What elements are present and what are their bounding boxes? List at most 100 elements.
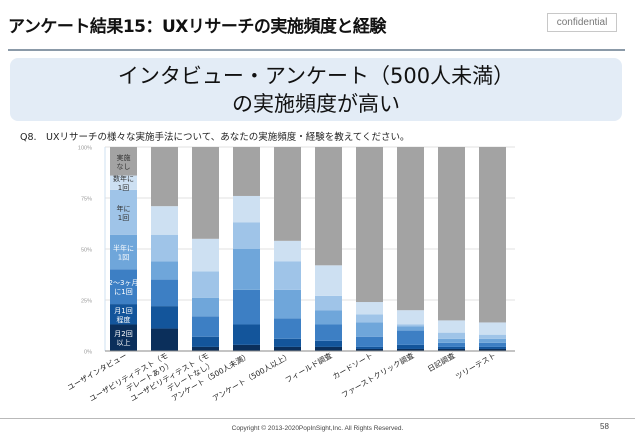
y-tick-label: 50% <box>81 248 92 254</box>
bar-segment <box>274 289 301 319</box>
legend-label: 程度 <box>117 315 131 324</box>
x-tick-label-line: アンケート（500人以上） <box>211 351 293 403</box>
bar-segment <box>151 328 178 351</box>
bar-segment <box>397 348 424 351</box>
bar-segment <box>438 342 465 347</box>
bar-segment <box>397 324 424 327</box>
bar-segment <box>274 346 301 351</box>
y-tick-label: 0% <box>84 350 92 356</box>
x-tick-label: フィールド調査 <box>283 350 334 385</box>
bars <box>110 147 506 351</box>
bar-segment <box>274 338 301 347</box>
confidential-badge: confidential <box>547 13 617 32</box>
bar-segment <box>233 195 260 223</box>
survey-question: Q8. UXリサーチの様々な実施手法について、あなたの実施頻度・経験を教えてくだ… <box>20 132 410 143</box>
legend-label: 1回 <box>118 214 129 222</box>
bar-segment <box>479 334 506 339</box>
x-tick-label: 日記調査 <box>426 350 457 374</box>
x-tick-label: ツリーテスト <box>454 351 497 381</box>
legend-label: 1回 <box>118 184 129 192</box>
bar-segment <box>438 320 465 333</box>
x-axis-labels: ユーザインタビューユーザビリティテスト（モデレートあり）ユーザビリティテスト（モ… <box>66 350 498 404</box>
bar-segment <box>110 324 137 351</box>
y-tick-label: 100% <box>78 146 92 152</box>
bar-segment <box>438 346 465 349</box>
bar-segment <box>274 147 301 241</box>
y-tick-label: 75% <box>81 197 92 203</box>
bar-segment <box>356 302 383 315</box>
bar-segment <box>315 295 342 311</box>
bar-segment <box>110 234 137 270</box>
bar-segment <box>192 238 219 272</box>
bar-segment <box>233 222 260 249</box>
bar-segment <box>315 324 342 341</box>
bar-segment <box>151 261 178 280</box>
legend-label: 実施 <box>117 153 131 162</box>
bar-segment <box>315 310 342 325</box>
legend-label: 2〜3ヶ月 <box>109 279 139 287</box>
bar-segment <box>233 324 260 345</box>
bar-segment <box>438 338 465 343</box>
bar-segment <box>479 346 506 349</box>
banner-line-2: の実施頻度が高い <box>232 92 400 116</box>
bar-segment <box>479 342 506 347</box>
legend-label: 月1回 <box>114 307 132 315</box>
bar-segment <box>479 338 506 343</box>
x-tick-label-line: ファーストクリック調査 <box>339 350 416 400</box>
y-tick-label: 25% <box>81 299 92 305</box>
y-axis-ticks: 0% 25% 50% 75% 100% <box>78 146 92 356</box>
x-tick-label-line: フィールド調査 <box>283 350 334 385</box>
bar-segment <box>356 147 383 303</box>
bar-segment <box>274 261 301 290</box>
x-tick-label-line: ツリーテスト <box>454 351 497 381</box>
bar-segment <box>356 336 383 347</box>
x-tick-label: ファーストクリック調査 <box>339 350 416 400</box>
bar-segment <box>274 318 301 339</box>
bar-segment <box>356 348 383 351</box>
bar-segment <box>151 234 178 262</box>
bar-segment <box>356 314 383 323</box>
bar-segment <box>151 147 178 207</box>
legend-label: 半年に <box>113 244 134 253</box>
bar-segment <box>479 147 506 323</box>
footer-divider <box>0 418 635 419</box>
bar-segment <box>233 289 260 325</box>
title-divider <box>8 49 625 51</box>
legend-label: 月2回 <box>114 330 132 338</box>
bar-segment <box>397 310 424 325</box>
bar-segment <box>397 147 424 311</box>
bar-segment <box>315 147 342 266</box>
bar-segment <box>315 265 342 296</box>
legend-label: なし <box>117 163 131 171</box>
bar-segment <box>151 279 178 307</box>
bar-segment <box>110 304 137 325</box>
x-tick-label: アンケート（500人以上） <box>211 351 293 403</box>
bar-segment <box>110 175 137 190</box>
banner-line-1: インタビュー・アンケート（500人未満） <box>117 64 515 88</box>
bar-segment <box>438 147 465 321</box>
legend-label: 以上 <box>117 338 131 347</box>
bar-segment <box>233 147 260 196</box>
legend-label: に1回 <box>114 288 132 296</box>
stacked-bar-chart: 0%25%50%75%100% 月2回以上月1回程度2〜3ヶ月に1回半年に1回年… <box>66 146 515 404</box>
key-message-banner: インタビュー・アンケート（500人未満） の実施頻度が高い <box>10 58 622 121</box>
bar-segment <box>438 348 465 351</box>
bar-segment <box>151 206 178 235</box>
bar-segment <box>438 332 465 339</box>
bar-segment <box>110 189 137 235</box>
bar-segment <box>110 147 137 176</box>
slide-title: アンケート結果15：UXリサーチの実施頻度と経験 <box>8 17 386 37</box>
legend-label: 数年に <box>113 174 134 183</box>
bar-segment <box>233 344 260 351</box>
bar-segment <box>315 346 342 351</box>
bar-segment <box>397 326 424 331</box>
legend-label: 年に <box>117 204 131 213</box>
bar-segment <box>233 249 260 290</box>
x-tick-label-line: 日記調査 <box>426 350 457 374</box>
bar-segment <box>110 269 137 305</box>
bar-segment <box>356 322 383 337</box>
bar-segment <box>479 348 506 351</box>
bar-segment <box>151 306 178 329</box>
copyright: Copyright © 2013-2020PopInSight,Inc. All… <box>231 425 404 432</box>
